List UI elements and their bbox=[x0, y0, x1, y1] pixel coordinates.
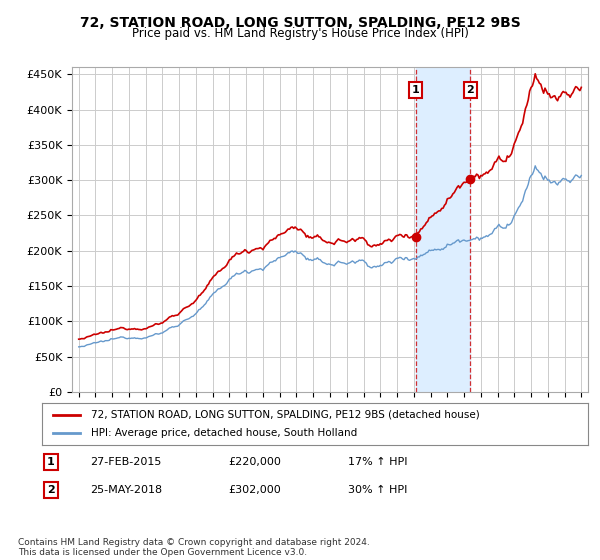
Text: HPI: Average price, detached house, South Holland: HPI: Average price, detached house, Sout… bbox=[91, 428, 358, 438]
Bar bbox=[416, 67, 470, 392]
Text: Price paid vs. HM Land Registry's House Price Index (HPI): Price paid vs. HM Land Registry's House … bbox=[131, 27, 469, 40]
Text: £302,000: £302,000 bbox=[228, 485, 281, 495]
Text: 72, STATION ROAD, LONG SUTTON, SPALDING, PE12 9BS (detached house): 72, STATION ROAD, LONG SUTTON, SPALDING,… bbox=[91, 410, 480, 420]
Text: 72, STATION ROAD, LONG SUTTON, SPALDING, PE12 9BS: 72, STATION ROAD, LONG SUTTON, SPALDING,… bbox=[80, 16, 520, 30]
Text: 17% ↑ HPI: 17% ↑ HPI bbox=[348, 457, 407, 467]
Text: 2: 2 bbox=[466, 85, 474, 95]
Text: 1: 1 bbox=[412, 85, 419, 95]
Text: £220,000: £220,000 bbox=[228, 457, 281, 467]
Text: 25-MAY-2018: 25-MAY-2018 bbox=[90, 485, 162, 495]
Text: 1: 1 bbox=[47, 457, 55, 467]
Text: Contains HM Land Registry data © Crown copyright and database right 2024.
This d: Contains HM Land Registry data © Crown c… bbox=[18, 538, 370, 557]
Text: 2: 2 bbox=[47, 485, 55, 495]
Text: 30% ↑ HPI: 30% ↑ HPI bbox=[348, 485, 407, 495]
Text: 27-FEB-2015: 27-FEB-2015 bbox=[90, 457, 161, 467]
